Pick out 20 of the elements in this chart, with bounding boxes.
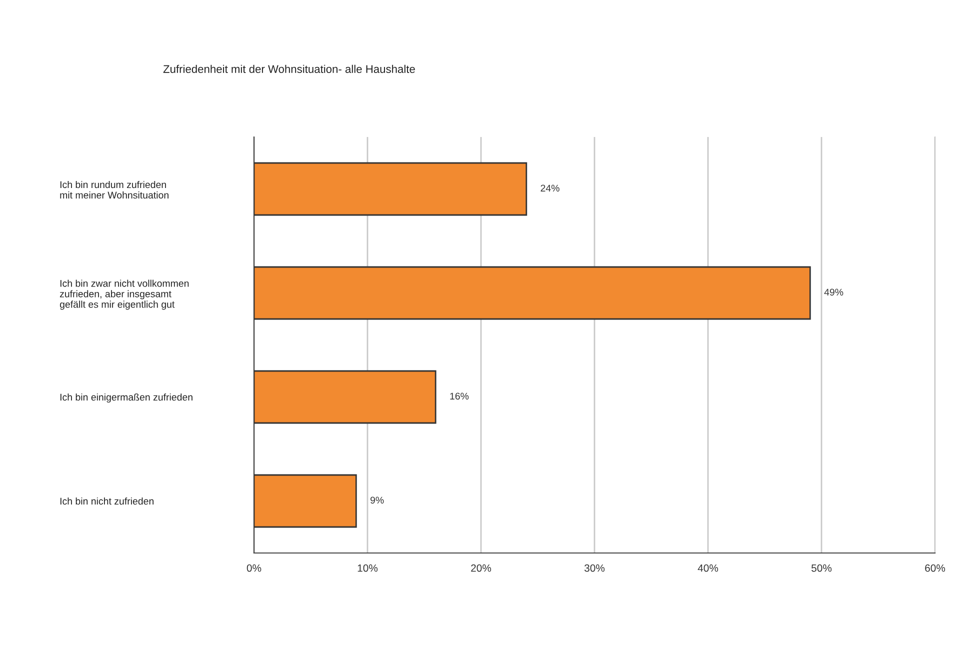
data-label: 24%	[540, 184, 560, 192]
bar	[254, 266, 811, 320]
data-label: 16%	[450, 392, 469, 400]
x-tick-label: 0%	[246, 564, 262, 572]
chart-title: Zufriedenheit mit der Wohnsituation- alle Haushalte	[163, 64, 415, 73]
y-tick-label: Ich bin nicht zufrieden	[60, 497, 154, 505]
y-tick-label: Ich bin zwar nicht vollkommen zufrieden, aber insgesamt gefällt es mir eigentlich gut	[60, 280, 189, 310]
data-label: 49%	[824, 288, 844, 296]
x-tick-label: 30%	[584, 564, 605, 572]
x-tick-label: 20%	[471, 564, 492, 572]
x-tick-label: 60%	[925, 564, 946, 572]
x-tick-label: 40%	[698, 564, 718, 572]
x-tick-label: 50%	[811, 564, 832, 572]
bar	[254, 370, 436, 424]
data-label: 9%	[370, 496, 384, 504]
bar	[254, 162, 528, 216]
y-tick-label: Ich bin rundum zufrieden mit meiner Wohnsituation	[60, 180, 168, 199]
y-tick-label: Ich bin einigermaßen zufrieden	[60, 393, 192, 403]
bar	[254, 474, 357, 528]
x-tick-label: 10%	[358, 564, 378, 572]
